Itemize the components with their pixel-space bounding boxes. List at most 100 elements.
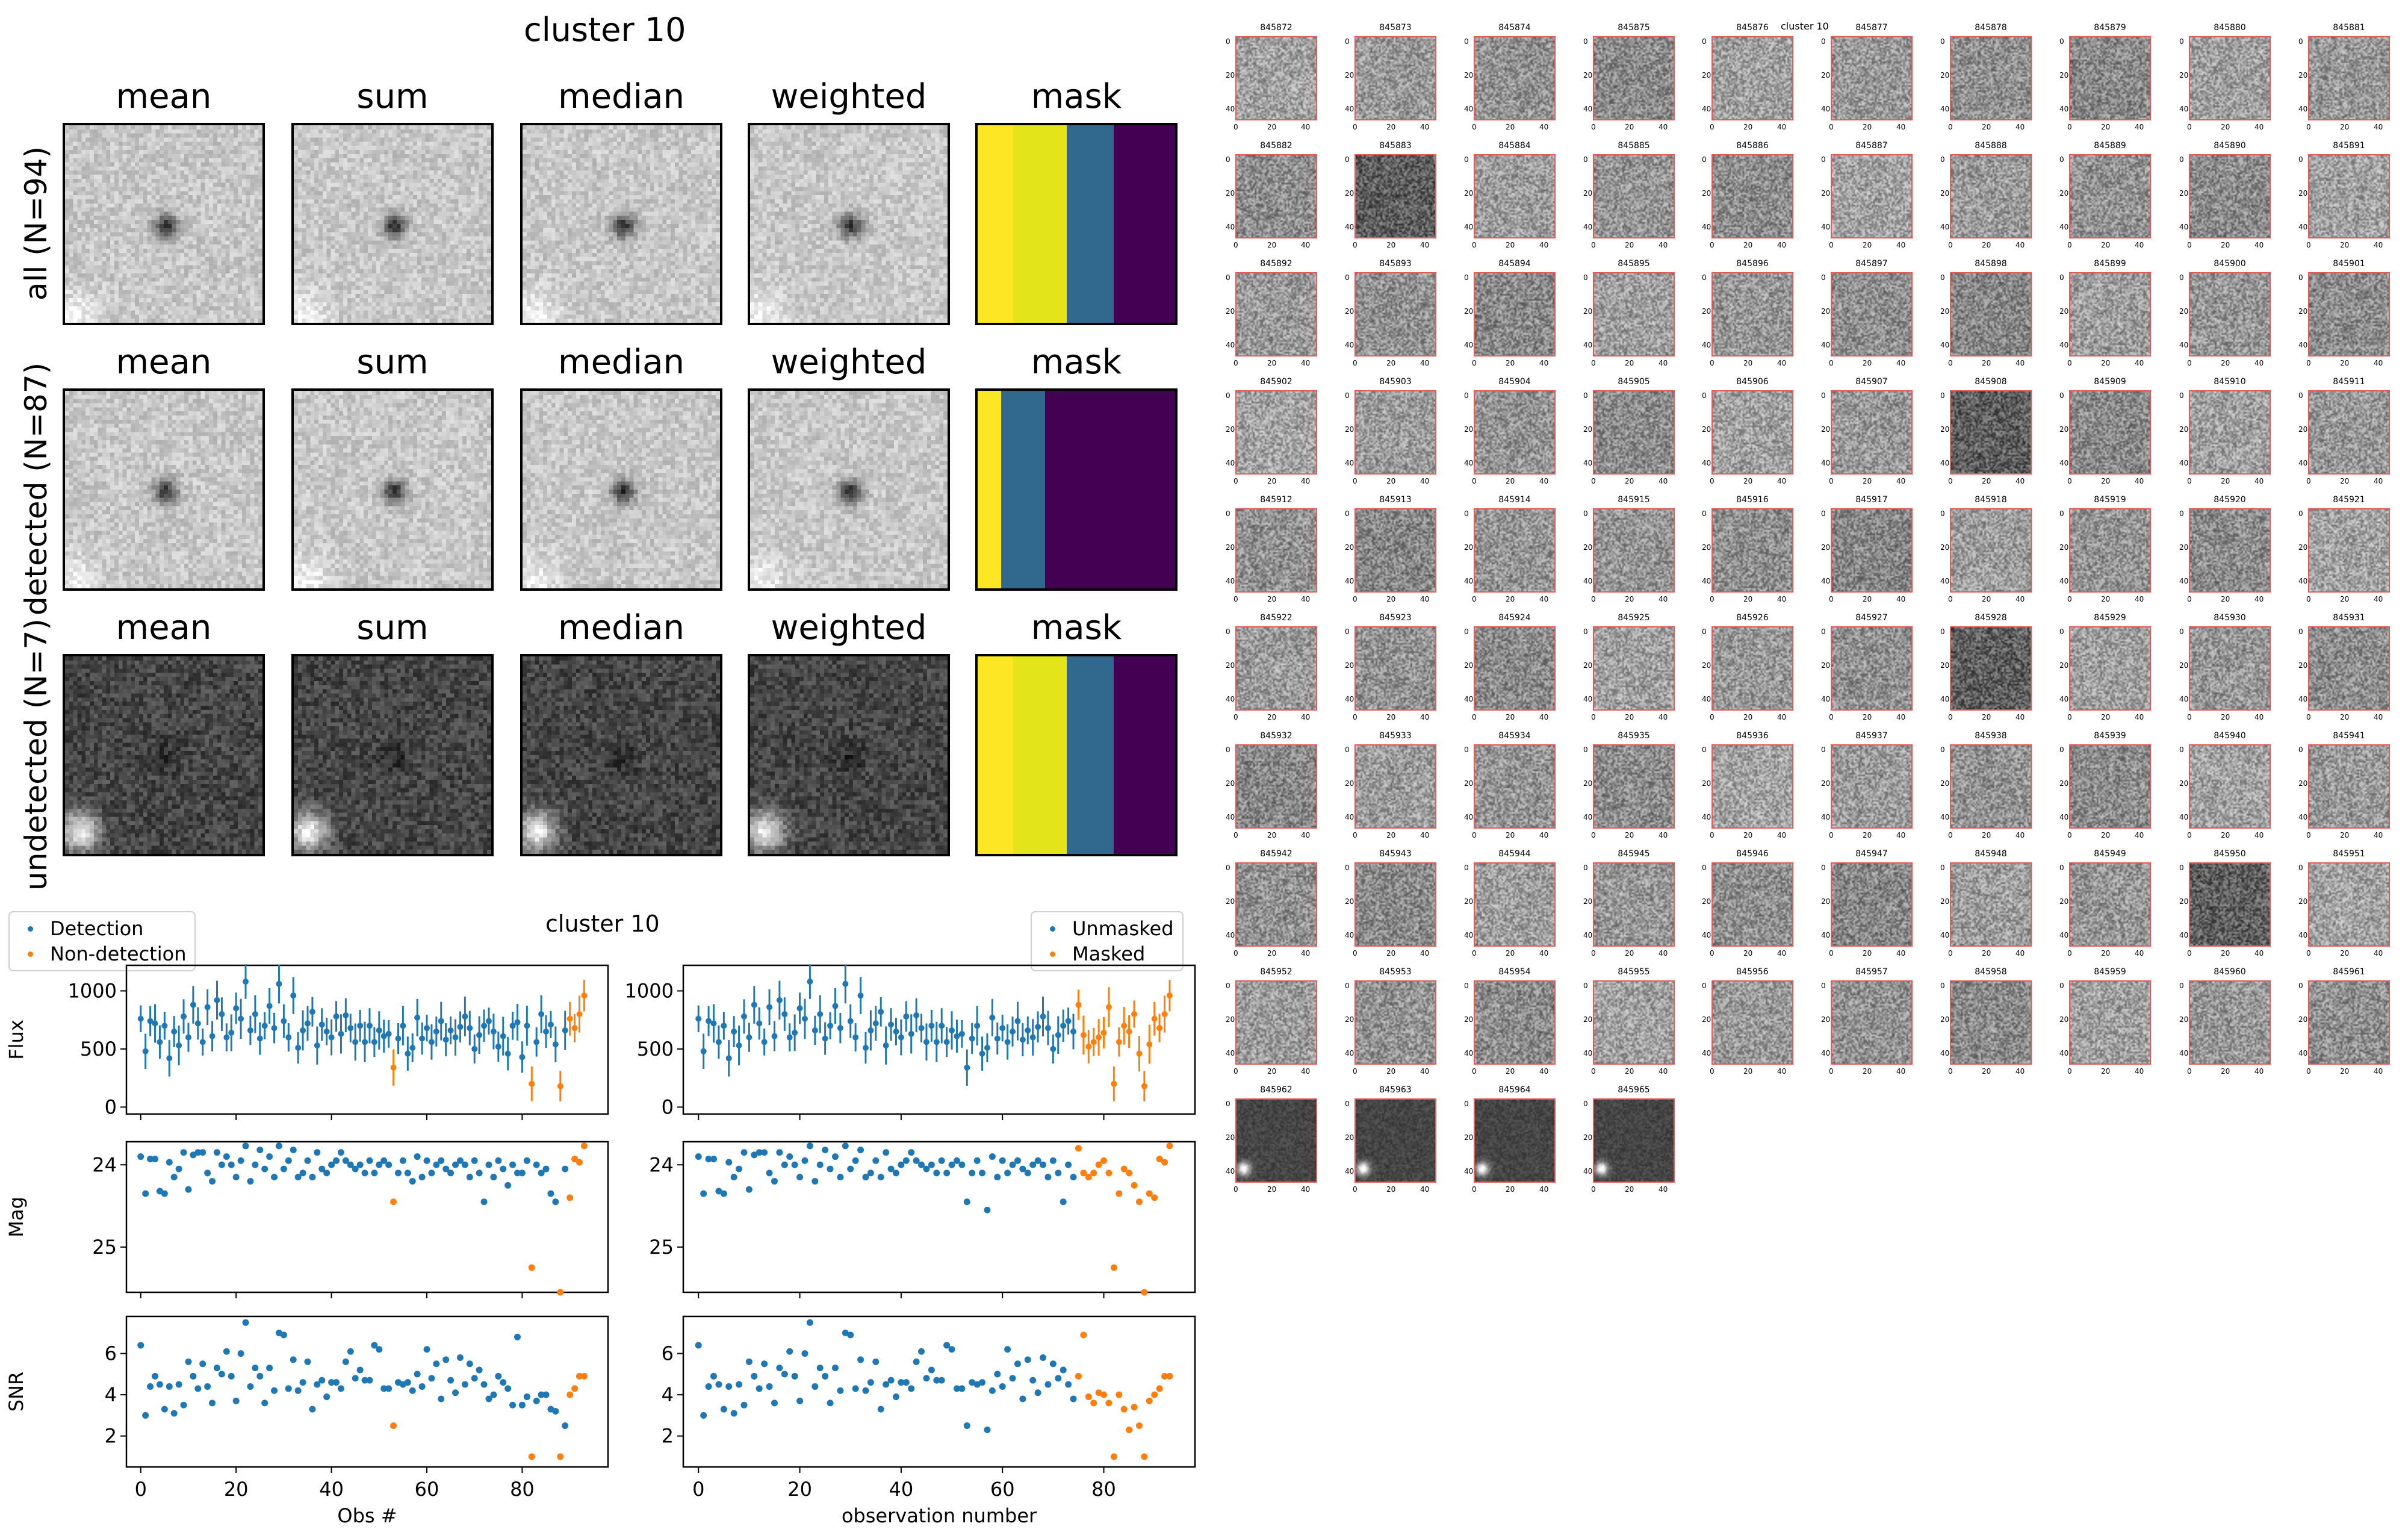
data-point [1166,1372,1173,1380]
thumbnail-image [1950,744,2032,829]
data-point [831,1153,839,1160]
data-point [953,1157,960,1164]
data-point [552,1041,559,1048]
thumbnail-image [1354,862,1436,947]
data-point [152,1020,158,1027]
data-point [761,1149,768,1156]
data-point [939,1023,945,1029]
thumbnail-x-tick-label: 0 [1472,831,1477,839]
mask-band [1114,656,1175,854]
thumbnail-y-tick-label: 20 [1226,543,1235,552]
data-point [347,1348,354,1355]
data-point [147,1383,154,1390]
data-point [973,1157,981,1164]
y-tick-label: 24 [649,1153,674,1176]
thumbnail-y-tick-label: 40 [1345,459,1354,467]
data-point [953,1385,960,1392]
thumbnail-title: 845888 [1975,141,2007,151]
thumbnail-title: 845913 [1379,495,1412,505]
thumbnail-y-tick-label: 0 [1702,155,1707,164]
data-point [816,1161,824,1168]
thumbnail-image [1950,390,2032,475]
data-point [837,1174,844,1181]
data-point [266,1153,273,1160]
data-point [1004,1169,1011,1177]
thumbnail-title: 845908 [1975,377,2007,387]
data-point [476,1032,483,1038]
thumbnail-x-tick-label: 0 [2187,831,2192,839]
data-point [476,1366,483,1374]
thumbnail-x-tick-label: 20 [1982,949,1991,957]
thumbnail-y-tick-label: 40 [1464,813,1474,821]
thumbnail-y-tick-label: 40 [1940,931,1950,939]
data-point [847,1165,854,1172]
data-point [514,1333,521,1340]
thumbnail-image [2069,154,2151,238]
thumbnail-title: 845876 [1736,23,1769,33]
data-point [466,1174,473,1181]
thumbnail-x-tick-label: 0 [1829,241,1834,249]
thumbnail-x-tick-label: 40 [1777,241,1787,249]
data-point [271,1387,278,1394]
thumbnail-x-tick-label: 40 [1659,123,1668,131]
data-point [528,1264,535,1271]
y-tick-label: 6 [105,1342,117,1365]
data-point [194,1020,201,1027]
thumbnail-y-tick-label: 20 [2059,425,2069,434]
thumbnail-image [1354,36,1436,120]
thumbnail-x-tick-label: 40 [2015,123,2025,131]
data-point [842,980,849,987]
thumbnail-x-tick-label: 0 [1472,241,1477,249]
thumbnail-y-tick-label: 40 [1702,813,1711,821]
data-point [552,1198,559,1206]
thumbnail-image [1950,36,2032,120]
data-point [452,1161,459,1168]
x-tick-label: 20 [787,1478,812,1501]
thumbnail-x-tick-label: 0 [1948,123,1953,131]
data-point [518,1401,526,1409]
data-point [495,1372,502,1380]
data-point [243,979,249,985]
thumbnail-x-tick-label: 0 [1233,1185,1238,1194]
thumbnail-y-tick-label: 40 [1702,459,1711,467]
legend-masked-label: Masked [1072,942,1146,965]
thumbnail-y-tick-label: 40 [1940,813,1950,821]
thumbnail-x-tick-label: 0 [2306,831,2311,839]
data-point [1146,1190,1153,1197]
thumbnail-y-tick-label: 40 [1702,695,1711,703]
data-point [223,1034,230,1041]
thumbnail-x-tick-label: 40 [2374,831,2383,839]
thumbnail-y-tick-label: 0 [2179,509,2184,518]
thumbnail-y-tick-label: 40 [1821,931,1831,939]
thumbnail-image [2308,508,2390,593]
thumbnail-title: 845874 [1498,23,1531,33]
thumbnail-x-tick-label: 40 [1896,359,1906,367]
thumbnail-y-tick-label: 40 [2179,695,2189,703]
thumbnail-title: 845921 [2333,495,2365,505]
data-point [761,1039,768,1045]
thumbnail-y-tick-label: 40 [1583,1049,1593,1057]
data-point [204,1169,211,1177]
y-tick-label: 4 [105,1383,117,1406]
data-point [294,1174,302,1181]
data-point [1040,1013,1046,1020]
thumbnail-y-tick-label: 20 [1226,425,1235,434]
data-point [948,1161,955,1168]
thumbnail-x-tick-label: 40 [2015,1067,2025,1076]
data-point [309,1174,316,1181]
data-point [456,1354,464,1361]
thumbnail-y-tick-label: 0 [1464,273,1469,282]
thumbnail-title: 845891 [2333,141,2365,151]
data-point [514,1019,521,1026]
thumbnail-y-tick-label: 40 [2059,459,2069,467]
data-point [938,1377,945,1384]
masked-marker-icon [1050,951,1055,957]
thumbnail-x-tick-label: 20 [1267,1185,1277,1194]
data-point [218,1371,225,1378]
data-point [247,1178,254,1185]
thumbnail-title: 845945 [1618,849,1650,859]
thumbnail-x-tick-label: 40 [1539,359,1549,367]
plot-frame [682,1315,1196,1468]
data-point [500,1379,507,1386]
data-point [337,1385,344,1392]
